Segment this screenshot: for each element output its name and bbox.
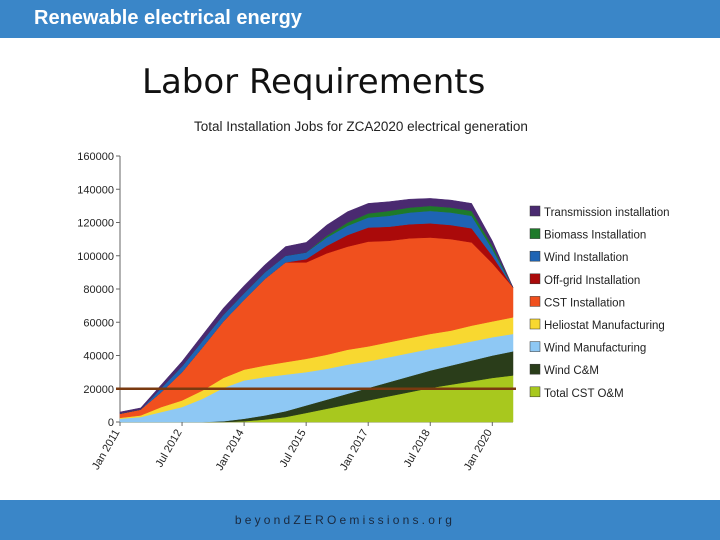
legend-swatch	[529, 273, 541, 285]
legend-swatch	[529, 318, 541, 330]
legend-label: CST Installation	[544, 297, 625, 309]
y-tick-label: 80000	[83, 284, 114, 296]
y-tick-label: 120000	[77, 218, 114, 230]
y-tick-label: 40000	[83, 351, 114, 363]
legend-swatch	[529, 296, 541, 307]
x-tick-label: Jul 2015	[278, 428, 309, 470]
legend-swatch	[529, 228, 541, 239]
header-bar: Renewable electrical energy	[0, 0, 720, 38]
y-tick-label: 60000	[83, 317, 114, 329]
legend-label: Heliostat Manufacturing	[544, 320, 665, 332]
legend-swatch	[529, 386, 541, 398]
x-tick-label: Jan 2017	[338, 428, 371, 473]
y-tick-label: 0	[108, 417, 114, 429]
legend-label: Wind Manufacturing	[544, 343, 646, 355]
footer-bar: beyondZEROemissions.org	[0, 500, 720, 540]
chart-title: Total Installation Jobs for ZCA2020 elec…	[194, 119, 528, 134]
legend-label: Off-grid Installation	[544, 275, 640, 287]
area-series-8	[119, 198, 514, 415]
legend-label: Biomass Installation	[544, 230, 646, 242]
y-tick-label: 100000	[77, 251, 114, 263]
x-tick-label: Jan 2011	[90, 428, 123, 472]
legend-swatch	[529, 250, 541, 262]
legend-label: Wind C&M	[544, 365, 599, 377]
y-tick-label: 20000	[83, 384, 114, 396]
legend-label: Wind Installation	[544, 252, 628, 264]
x-tick-label: Jan 2020	[462, 428, 495, 473]
legend-swatch	[529, 205, 541, 217]
slide-title: Labor Requirements	[142, 62, 486, 102]
legend-swatch	[529, 363, 541, 375]
y-tick-label: 160000	[77, 151, 114, 163]
legend-label: Transmission installation	[544, 207, 669, 219]
legend-swatch	[529, 341, 541, 352]
header-title: Renewable electrical energy	[34, 7, 302, 29]
y-tick-label: 140000	[77, 184, 114, 196]
x-tick-label: Jul 2012	[153, 428, 184, 470]
footer-url: beyondZEROemissions.org	[234, 513, 456, 527]
x-tick-label: Jul 2018	[402, 428, 433, 470]
legend-label: Total CST O&M	[544, 388, 624, 400]
x-tick-label: Jan 2014	[214, 428, 247, 473]
